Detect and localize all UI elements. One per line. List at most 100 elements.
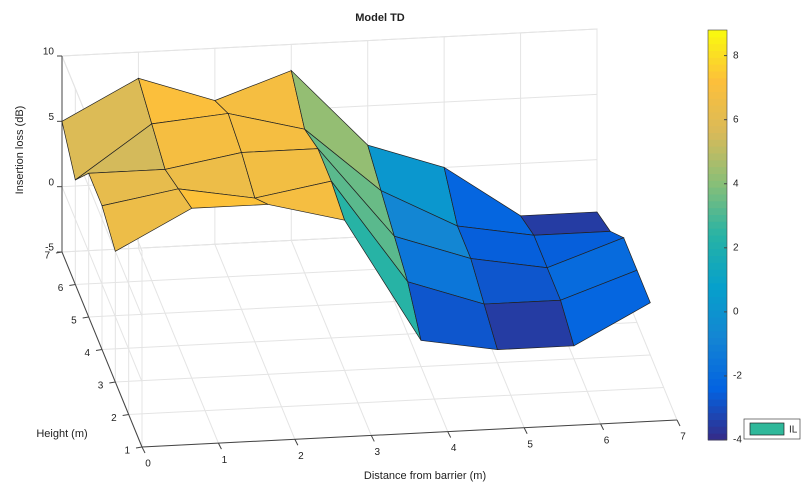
legend-swatch: [749, 422, 785, 436]
colorbar-segment: [708, 132, 727, 140]
colorbar-segment: [708, 159, 727, 168]
colorbar-segment: [708, 269, 727, 277]
colorbar-tick-label: -2: [733, 371, 742, 382]
colorbar-segment: [708, 433, 727, 441]
x-tick: [600, 423, 605, 431]
x-tick-label: 6: [604, 435, 610, 446]
colorbar-segment: [708, 84, 727, 92]
colorbar-segment: [708, 296, 727, 304]
x-tick-label: 2: [298, 451, 304, 462]
y-axis-label: Height (m): [36, 428, 87, 440]
colorbar-segment: [708, 118, 727, 127]
colorbar-segment: [708, 50, 727, 58]
colorbar-segment: [708, 146, 727, 154]
y-tick-label: 6: [58, 283, 64, 294]
x-tick: [294, 439, 299, 446]
colorbar-segment: [708, 71, 727, 79]
colorbar-segment: [708, 98, 727, 106]
y-tick-label: 1: [124, 446, 130, 457]
z-axis-label: Insertion loss (dB): [14, 106, 26, 195]
z-tick-label: 0: [48, 177, 54, 188]
y-tick: [95, 349, 103, 351]
x-tick: [370, 435, 375, 442]
colorbar-segment: [708, 36, 727, 45]
colorbar-segment: [708, 419, 727, 427]
colorbar-segment: [708, 207, 727, 215]
colorbar-segment: [708, 405, 727, 414]
colorbar-segment: [708, 125, 727, 133]
x-tick-label: 7: [680, 432, 686, 443]
colorbar-segment: [708, 337, 727, 345]
colorbar-segment: [708, 112, 727, 120]
colorbar-segment: [708, 426, 727, 434]
colorbar-segment: [708, 255, 727, 263]
colorbar-segment: [708, 310, 727, 318]
colorbar-segment: [708, 241, 727, 250]
colorbar-segment: [708, 323, 727, 332]
colorbar-segment: [708, 378, 727, 386]
colorbar-segment: [708, 317, 727, 325]
colorbar-segment: [708, 91, 727, 99]
surface-patch: [483, 299, 575, 351]
colorbar-segment: [708, 153, 727, 161]
chart-title: Model TD: [355, 12, 405, 24]
colorbar-segment: [708, 221, 727, 229]
y-tick-label: 3: [98, 381, 104, 392]
colorbar-segment: [708, 166, 727, 174]
colorbar-segment: [708, 187, 727, 195]
y-tick-label: 7: [44, 251, 50, 262]
colorbar-segment: [708, 228, 727, 236]
y-tick-label: 5: [71, 316, 77, 327]
colorbar-segment: [708, 399, 727, 407]
x-tick: [676, 419, 681, 427]
y-tick: [82, 316, 89, 319]
x-tick: [523, 427, 528, 434]
z-tick-label: -5: [45, 243, 54, 254]
x-axis-label: Distance from barrier (m): [364, 470, 486, 482]
colorbar-segment: [708, 43, 727, 51]
y-tick: [135, 446, 143, 449]
legend-label: IL: [789, 425, 798, 436]
colorbar-segment: [708, 344, 727, 352]
colorbar-segment: [708, 358, 727, 366]
colorbar-segment: [708, 276, 727, 284]
x-tick-label: 1: [222, 455, 228, 466]
y-tick-label: 4: [84, 348, 90, 359]
colorbar-segment: [708, 330, 727, 338]
x-tick: [217, 442, 222, 450]
x-axis: [141, 419, 678, 448]
y-tick-label: 2: [111, 413, 117, 424]
colorbar-segment: [708, 364, 727, 373]
colorbar-segment: [708, 303, 727, 311]
colorbar-segment: [708, 105, 727, 113]
x-tick-label: 0: [145, 459, 151, 470]
x-tick-label: 4: [451, 443, 457, 454]
colorbar-tick-label: -4: [733, 435, 742, 446]
colorbar-segment: [708, 392, 727, 400]
colorbar-segment: [708, 214, 727, 222]
colorbar-segment: [708, 200, 727, 209]
colorbar-segment: [708, 194, 727, 202]
colorbar-segment: [708, 57, 727, 65]
z-tick-label: 10: [43, 47, 55, 58]
x-tick-label: 5: [527, 439, 533, 450]
y-tick: [122, 414, 129, 416]
colorbar-tick-label: 0: [733, 307, 739, 318]
colorbar-segment: [708, 282, 727, 291]
colorbar-segment: [708, 289, 727, 297]
colorbar-segment: [708, 173, 727, 181]
surface-patch: [560, 269, 651, 347]
colorbar-segment: [708, 385, 727, 393]
colorbar-segment: [708, 262, 727, 270]
colorbar-segment: [708, 139, 727, 147]
colorbar-segment: [708, 412, 727, 420]
colorbar-segment: [708, 248, 727, 256]
y-tick: [109, 381, 116, 384]
colorbar-tick-label: 8: [733, 50, 739, 61]
colorbar-segment: [708, 351, 727, 359]
colorbar-frame: [707, 29, 728, 441]
colorbar-tick-label: 4: [733, 178, 739, 189]
x-tick: [447, 431, 452, 438]
colorbar-segment: [708, 235, 727, 243]
